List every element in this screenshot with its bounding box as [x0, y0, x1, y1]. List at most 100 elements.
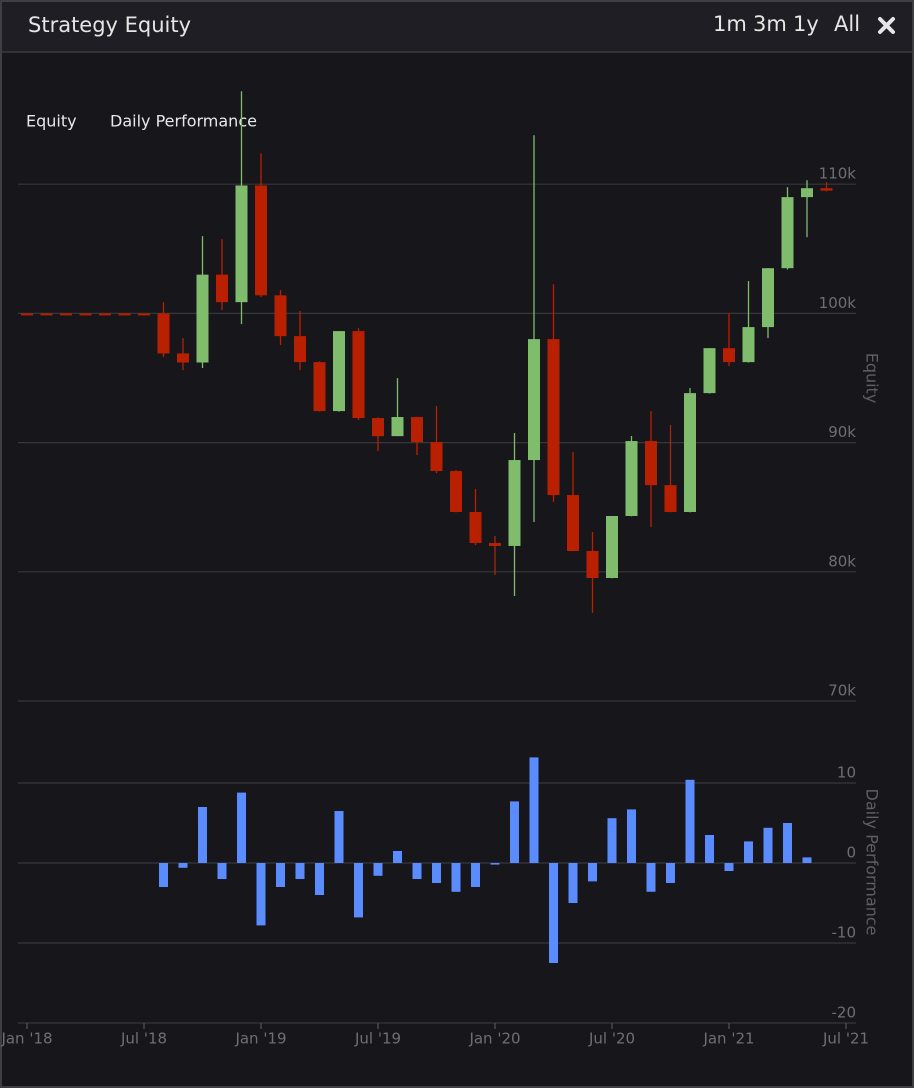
x-tick-label: Jul '21	[822, 1030, 869, 1048]
x-tick-label: Jul '20	[588, 1030, 635, 1048]
candle-body	[391, 417, 404, 437]
legend-item[interactable]: Equity	[26, 112, 77, 131]
bar	[295, 863, 305, 879]
candle-body	[723, 348, 735, 363]
candle-body	[664, 485, 677, 512]
candle-body	[40, 313, 53, 316]
candle-body	[333, 331, 345, 412]
range-button[interactable]: All	[834, 12, 860, 36]
candle-body	[196, 274, 209, 363]
bar	[412, 863, 422, 879]
bar	[607, 818, 617, 863]
x-tick-label: Jul '19	[354, 1030, 401, 1048]
y-tick-label: 90k	[828, 423, 856, 441]
bar	[744, 841, 753, 863]
candle-body	[469, 511, 482, 543]
candle-body	[625, 441, 638, 516]
y-tick-label: 110k	[819, 165, 857, 183]
bar	[237, 792, 246, 863]
bar	[198, 807, 207, 863]
bar	[529, 757, 539, 863]
candle-body	[489, 542, 501, 546]
legend-item[interactable]: Daily Performance	[110, 112, 257, 131]
bar	[705, 835, 714, 863]
candle-body	[528, 339, 540, 461]
candle-body	[177, 353, 189, 363]
candle-body	[99, 313, 111, 316]
y-tick-label: -10	[832, 924, 857, 942]
bar	[334, 811, 344, 863]
candle-body	[703, 348, 716, 394]
bar	[685, 779, 695, 863]
bar	[646, 863, 656, 892]
y-tick-label: 100k	[819, 294, 857, 312]
bar	[432, 863, 441, 883]
candle-body	[294, 336, 306, 363]
range-button[interactable]: 1y	[793, 12, 819, 36]
bar	[588, 863, 597, 882]
y-axis-title: Equity	[863, 353, 882, 404]
candle-body	[762, 268, 774, 328]
y-tick-label: 10	[837, 764, 856, 782]
bar	[510, 801, 519, 863]
y-tick-label: -20	[832, 1004, 857, 1022]
bar	[276, 863, 285, 887]
close-icon[interactable]	[878, 17, 895, 34]
candle-body	[216, 274, 228, 303]
bar	[315, 863, 324, 895]
x-tick-label: Jan '20	[468, 1030, 520, 1048]
candle-body	[567, 495, 579, 551]
candle-body	[372, 418, 384, 437]
bar	[451, 863, 461, 892]
bar	[568, 863, 578, 903]
bar	[159, 863, 168, 887]
widget-title: Strategy Equity	[28, 13, 191, 37]
candle-body	[352, 331, 365, 419]
y-tick-label: 80k	[828, 552, 856, 570]
bar	[393, 851, 402, 863]
bar	[217, 863, 227, 879]
candle-body	[274, 295, 287, 337]
bar	[490, 863, 500, 865]
candle-body	[313, 362, 326, 412]
candle-body	[606, 515, 618, 579]
bar	[549, 863, 558, 963]
candle-body	[450, 471, 462, 512]
candle-body	[21, 313, 33, 316]
candle-body	[684, 393, 696, 512]
range-button[interactable]: 3m	[753, 12, 787, 36]
x-tick-label: Jul '18	[120, 1030, 167, 1048]
bar	[256, 863, 266, 926]
y-tick-label: 0	[846, 844, 856, 862]
candle-body	[801, 188, 813, 198]
bar	[802, 857, 812, 863]
candle-body	[60, 313, 72, 316]
bar	[724, 863, 734, 871]
x-tick-label: Jan '21	[702, 1030, 754, 1048]
bar	[354, 863, 363, 918]
x-tick-label: Jan '18	[0, 1030, 52, 1048]
y-tick-label: 70k	[828, 682, 856, 700]
candle-body	[547, 339, 560, 496]
candle-body	[157, 313, 170, 354]
close-button[interactable]	[878, 17, 895, 34]
bar	[783, 823, 792, 863]
candle-body	[430, 442, 443, 472]
bar	[627, 809, 636, 863]
range-button[interactable]: 1m	[713, 12, 747, 36]
candle-body	[820, 188, 833, 191]
candle-body	[138, 313, 150, 316]
candle-body	[586, 550, 599, 579]
bar	[666, 863, 675, 883]
candle-body	[235, 185, 248, 303]
candle-body	[411, 417, 423, 443]
candle-body	[645, 441, 657, 486]
bar	[763, 827, 773, 863]
x-tick-label: Jan '19	[234, 1030, 286, 1048]
candle-body	[781, 197, 794, 269]
bar	[178, 863, 188, 868]
bar	[373, 863, 383, 876]
y-axis-title: Daily Performance	[863, 789, 882, 936]
